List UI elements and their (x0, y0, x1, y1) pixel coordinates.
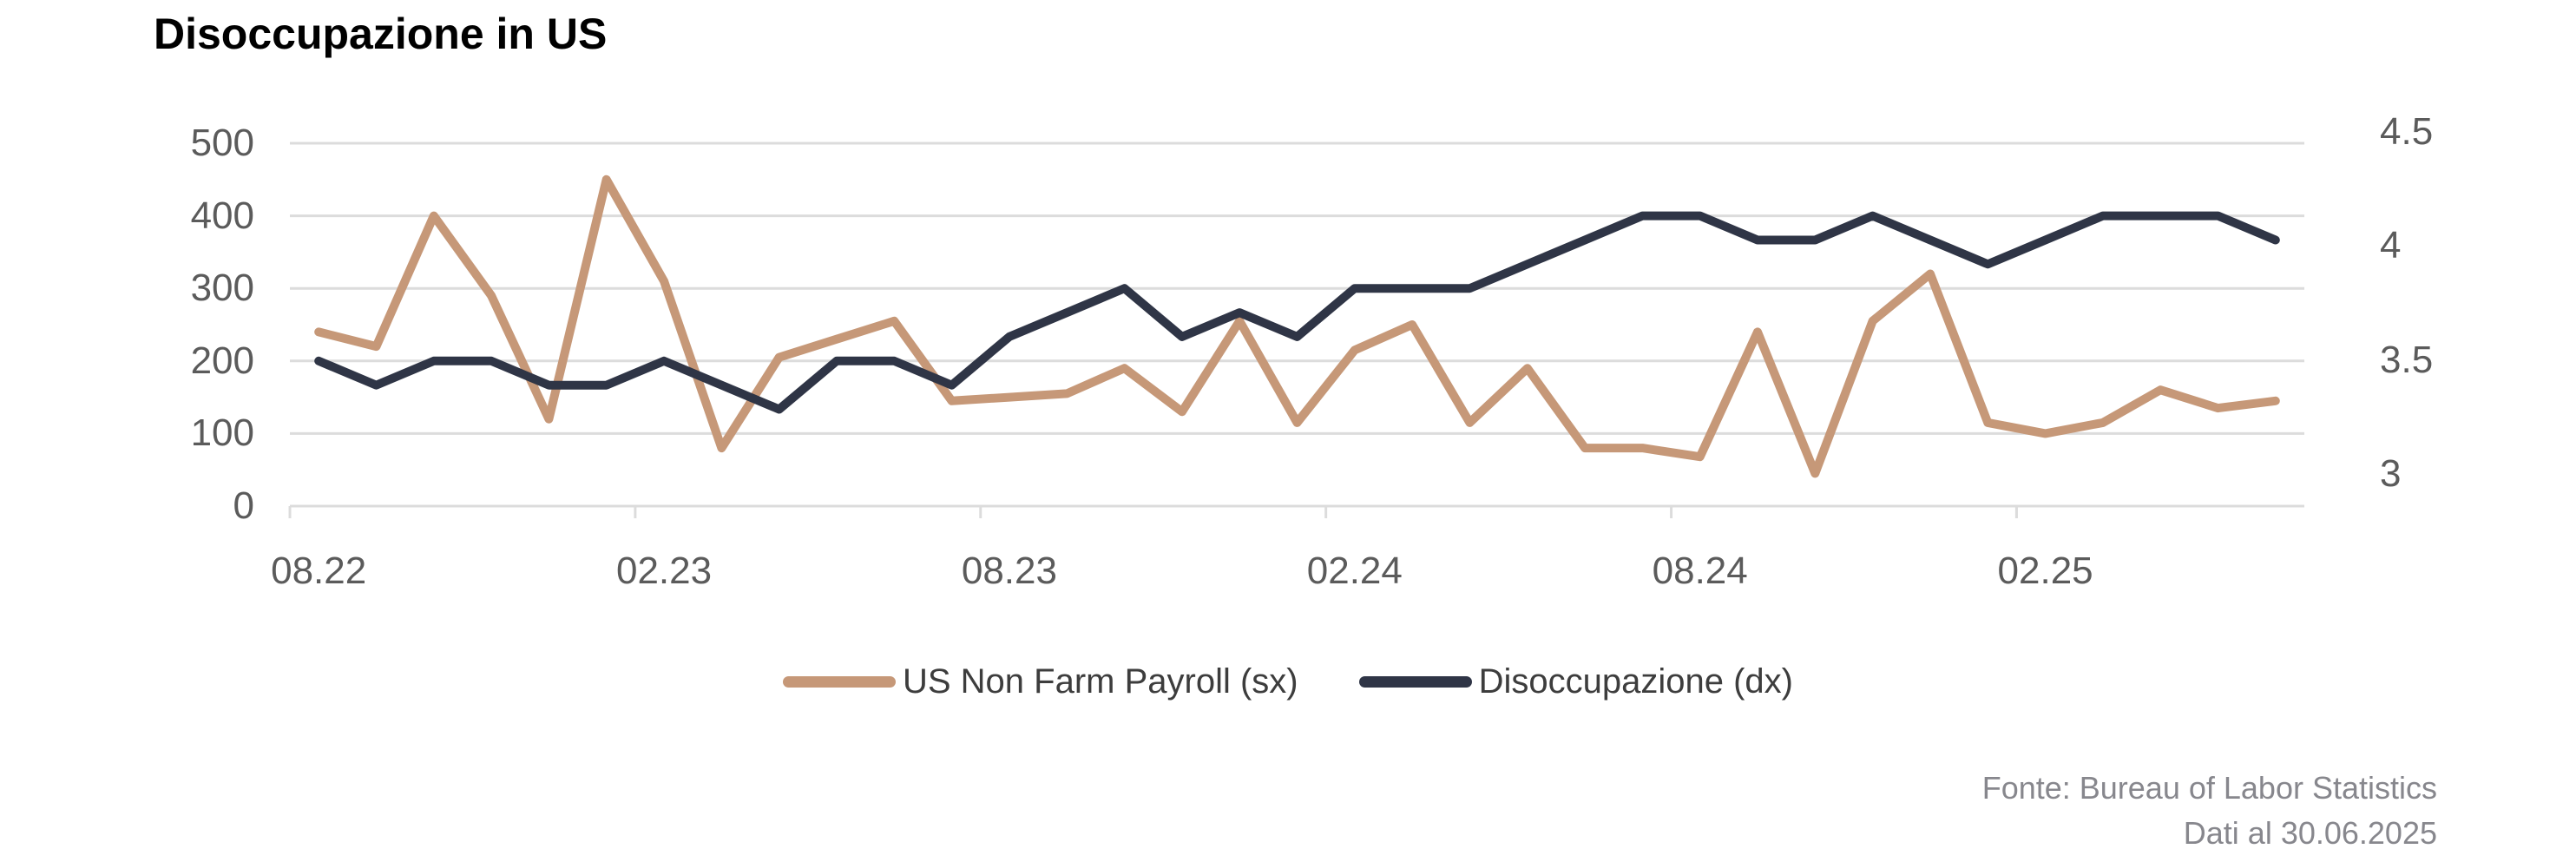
disoccupazione-legend-swatch-icon (1358, 675, 1472, 688)
x-axis-label: 02.24 (1306, 550, 1403, 592)
source-line-2: Dati al 30.06.2025 (2183, 815, 2437, 849)
y-axis-right-label: 4.5 (2380, 110, 2434, 153)
nfp-legend-swatch-icon (782, 675, 896, 688)
y-axis-right-label: 4 (2380, 224, 2402, 267)
x-axis-label: 02.25 (1997, 550, 2093, 592)
disoccupazione-legend-label: Disoccupazione (dx) (1478, 661, 1793, 701)
nfp-legend-label: US Non Farm Payroll (sx) (902, 661, 1298, 701)
y-axis-left-label: 0 (233, 484, 254, 527)
legend: US Non Farm Payroll (sx) Disoccupazione … (0, 658, 2576, 705)
x-axis-label: 08.24 (1652, 550, 1748, 592)
y-axis-left-label: 100 (190, 411, 254, 455)
y-axis-left-label: 400 (190, 194, 254, 237)
source-note: Fonte: Bureau of Labor Statistics Dati a… (1982, 766, 2437, 849)
y-axis-left-label: 500 (190, 122, 254, 164)
nfp-line (314, 174, 2280, 478)
x-axis-label: 08.23 (961, 550, 1057, 592)
x-axis-label: 02.23 (615, 550, 713, 592)
legend-item-nfp: US Non Farm Payroll (sx) (782, 661, 1298, 701)
chart-title: Disoccupazione in US (154, 10, 608, 58)
y-axis-left-label: 300 (190, 267, 254, 310)
unemployment-line (314, 211, 2280, 414)
legend-item-disoccupazione: Disoccupazione (dx) (1358, 661, 1793, 701)
x-axis-label: 08.22 (271, 550, 367, 592)
y-axis-right-label: 3 (2380, 452, 2402, 495)
source-line-1: Fonte: Bureau of Labor Statistics (1981, 770, 2437, 806)
y-axis-left-label: 200 (190, 339, 254, 382)
y-axis-right-label: 3.5 (2380, 338, 2434, 381)
